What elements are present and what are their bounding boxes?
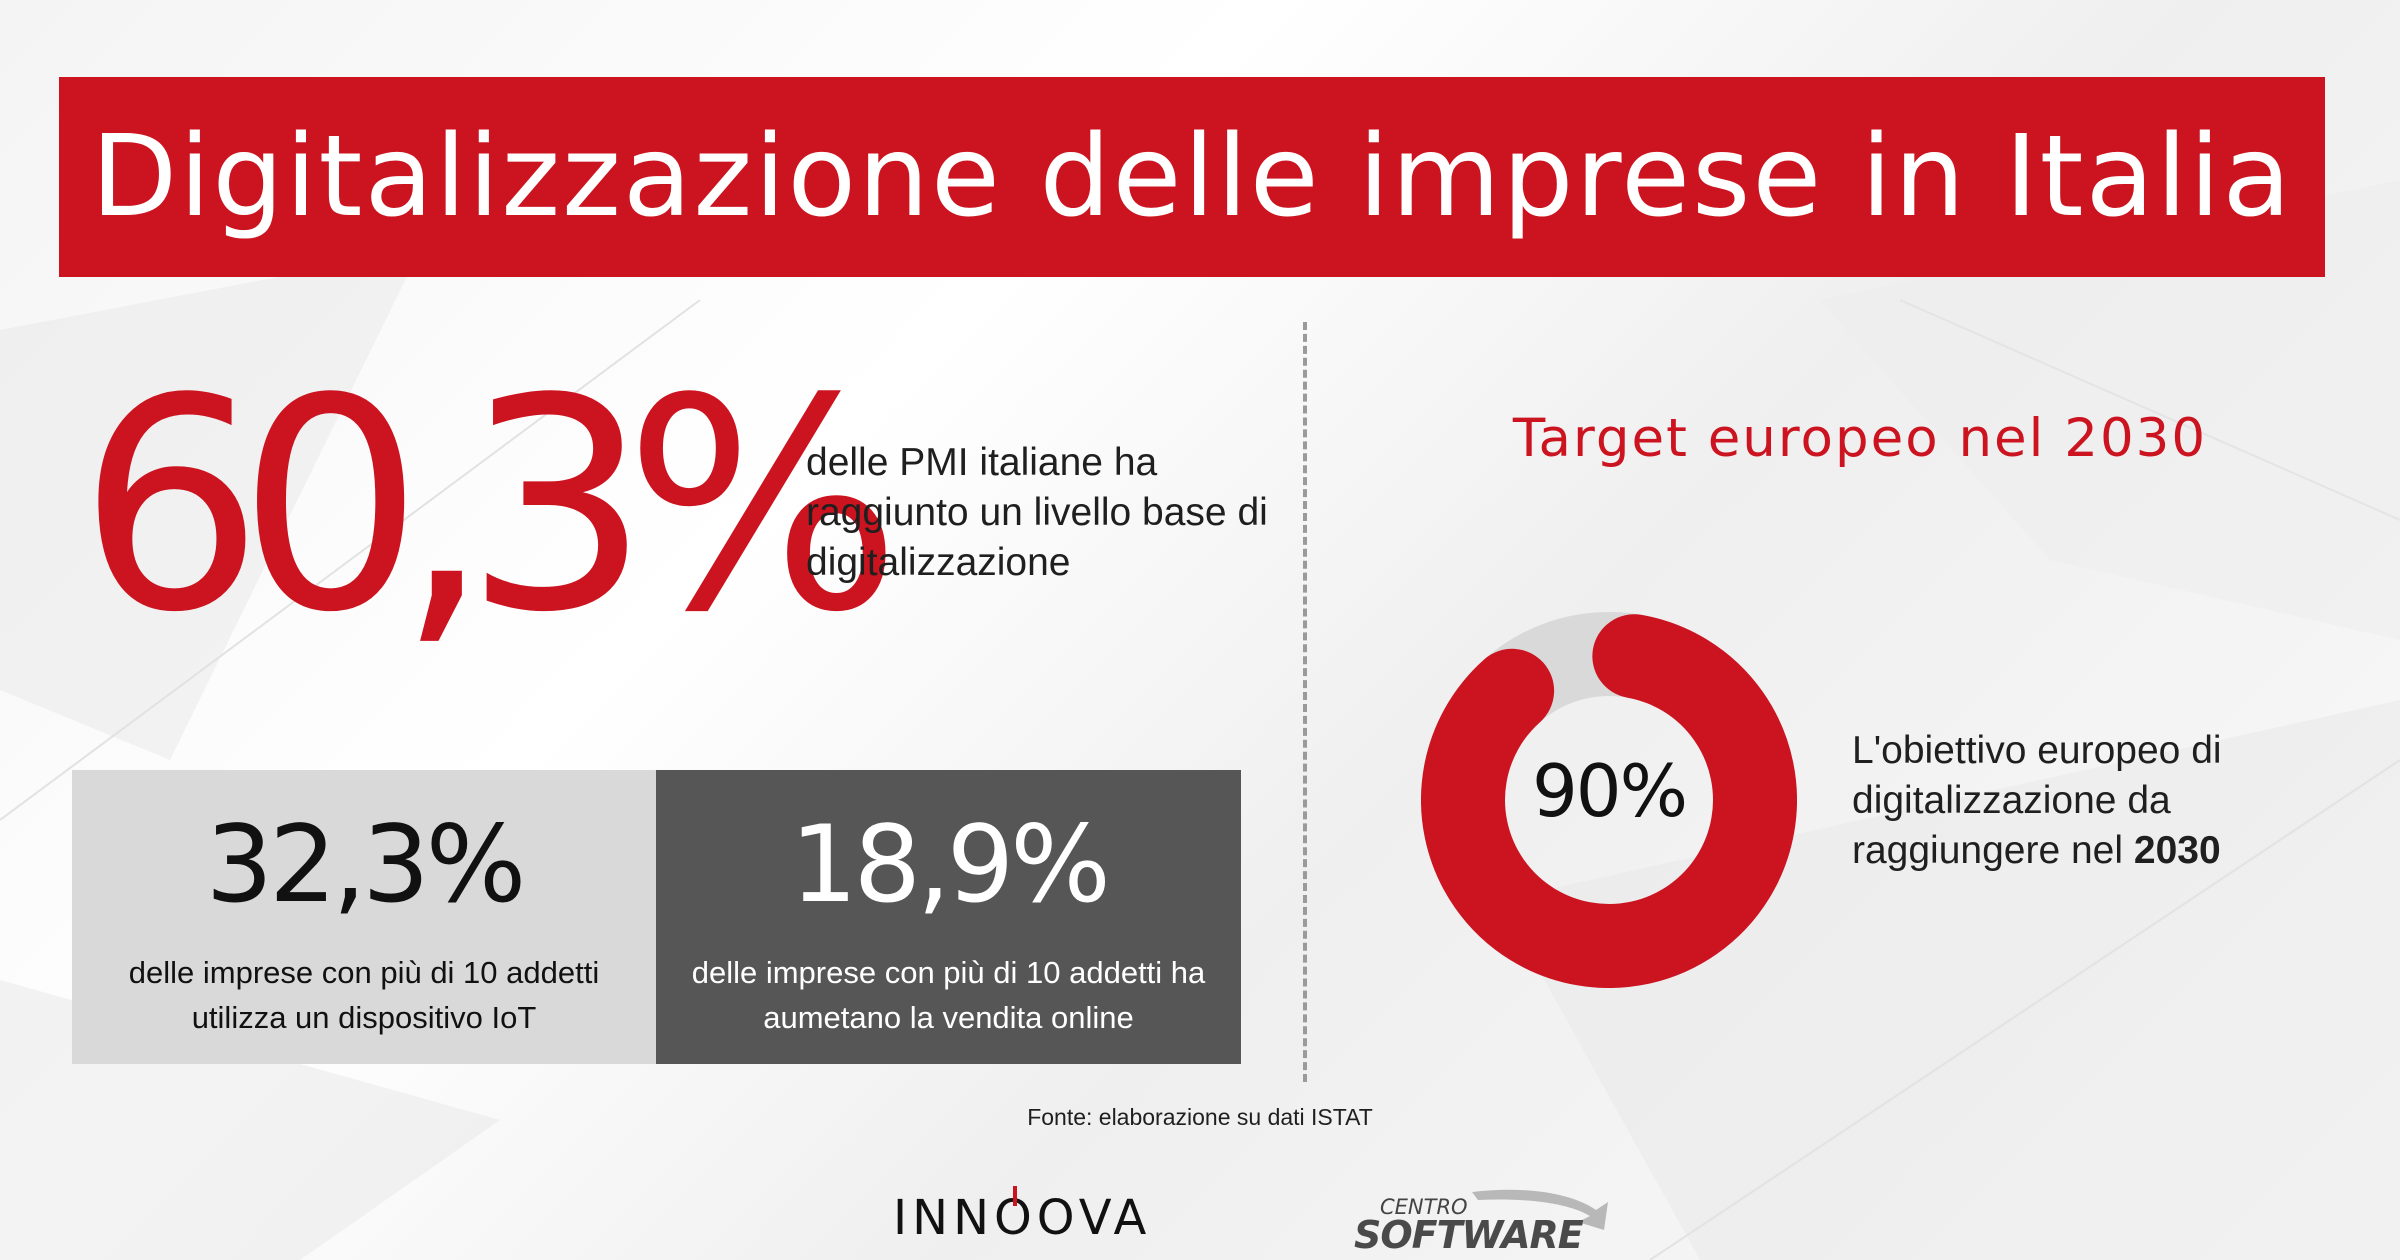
headline-description: delle PMI italiane ha raggiunto un livel… <box>806 441 1268 584</box>
source-note: Fonte: elaborazione su dati ISTAT <box>1027 1104 1373 1130</box>
target-title: Target europeo nel 2030 <box>1512 408 2208 469</box>
page-title: Digitalizzazione delle imprese in Italia <box>90 112 2294 242</box>
stat-box-online-sales: 18,9% delle imprese con più di 10 addett… <box>656 770 1241 1064</box>
donut-center-label: 90% <box>1531 749 1688 833</box>
stat-value-iot: 32,3% <box>205 803 527 926</box>
target-description-year: 2030 <box>2133 829 2221 872</box>
target-description: L'obiettivo europeo di digitalizzazione … <box>1852 726 2292 876</box>
headline-percentage: 60,3% <box>78 336 902 676</box>
section-divider <box>1303 322 1307 1082</box>
donut-chart <box>1421 612 1797 988</box>
svg-text:SOFTWARE: SOFTWARE <box>1354 1213 1584 1252</box>
stat-box-iot: 32,3% delle imprese con più di 10 addett… <box>72 770 656 1064</box>
stat-description-online-sales: delle imprese con più di 10 addetti ha a… <box>691 955 1206 1035</box>
title-banner: Digitalizzazione delle imprese in Italia <box>59 77 2325 277</box>
donut-slice-target <box>1421 612 1797 988</box>
innoova-logo: INN O OVA <box>893 1186 1152 1246</box>
centro-software-logo: CENTRO SOFTWARE <box>1354 1189 1608 1252</box>
target-description-text: L'obiettivo europeo di digitalizzazione … <box>1852 729 2222 872</box>
stat-description-iot: delle imprese con più di 10 addetti util… <box>128 955 600 1035</box>
svg-text:CENTRO: CENTRO <box>1380 1195 1468 1219</box>
stat-value-online-sales: 18,9% <box>790 803 1111 926</box>
